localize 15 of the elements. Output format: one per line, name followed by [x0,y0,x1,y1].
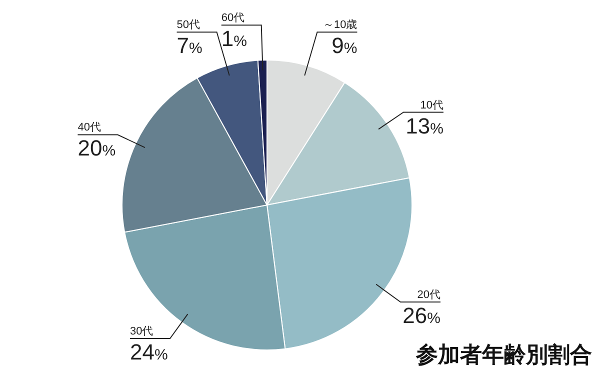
data-label: 1% [221,26,247,52]
data-label: 9% [332,33,358,58]
slice-label: 20代 [417,288,440,301]
data-label: 20% [78,136,116,161]
slice-label: 10代 [420,99,444,112]
data-label: 24% [130,339,168,364]
slice-label: 40代 [78,122,101,134]
data-label: 26% [402,302,440,328]
slice-label: ～10歳 [322,18,358,32]
text: 参加者年齢別割合 [415,342,592,367]
slice-label: 30代 [130,325,154,338]
slice-label: 50代 [176,19,200,32]
data-label: 7% [176,33,202,58]
data-label: 13% [406,113,444,138]
slice-label: 60代 [221,12,245,24]
